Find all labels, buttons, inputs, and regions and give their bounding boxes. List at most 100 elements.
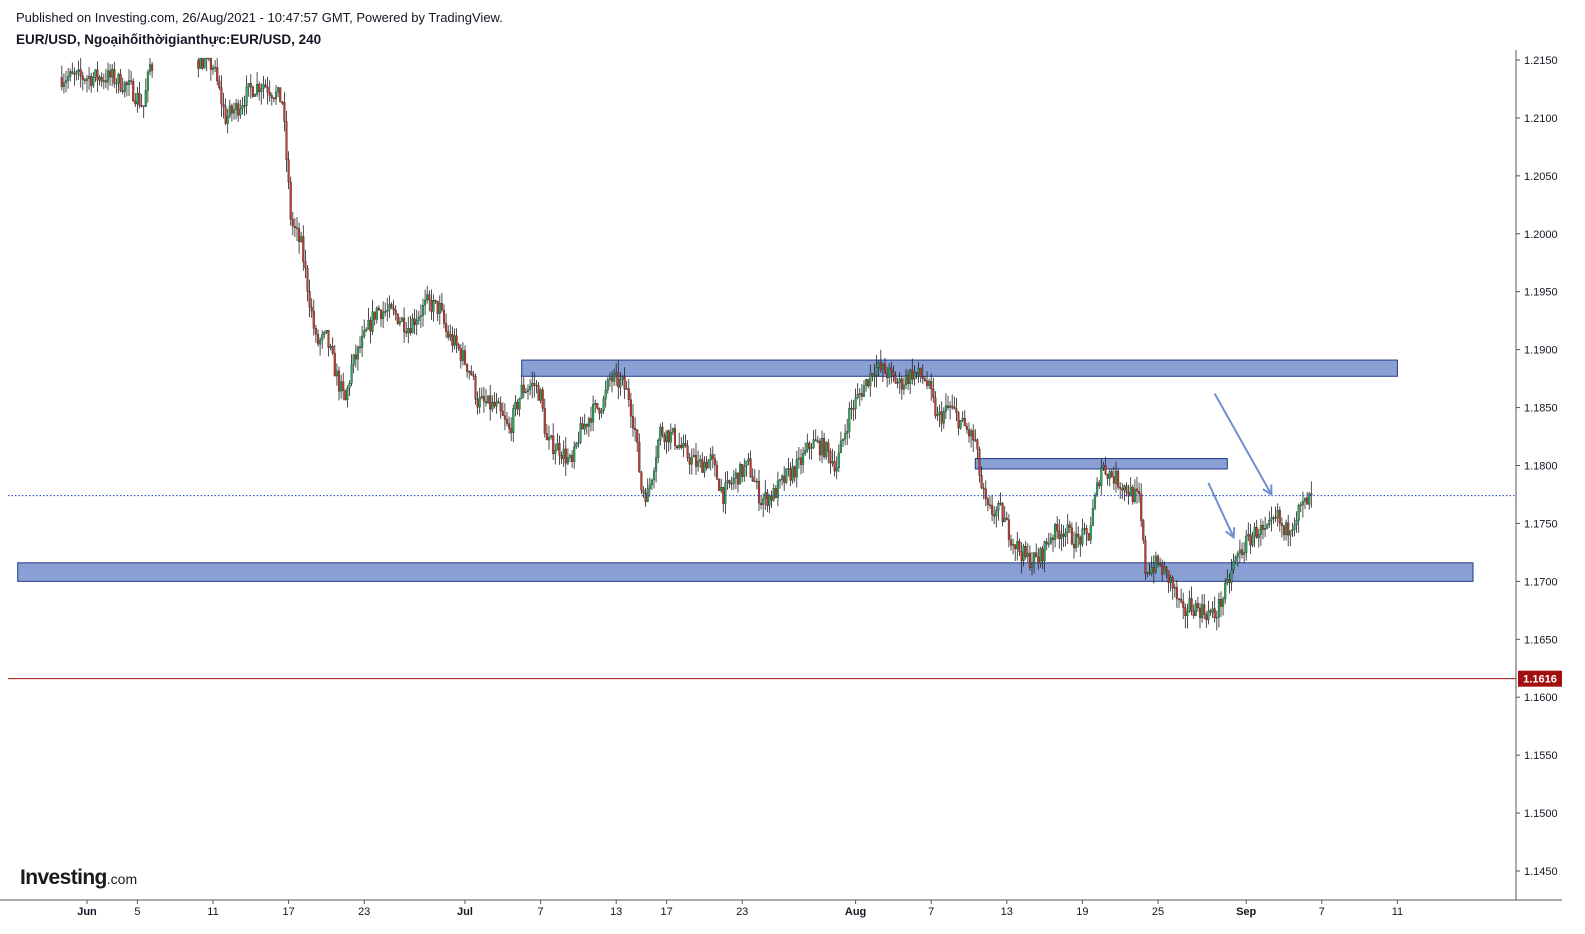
candle-body [526, 389, 530, 392]
candle-body [1152, 567, 1155, 573]
candle-body [833, 461, 836, 472]
candle-body [482, 396, 485, 402]
candle-body [109, 70, 112, 78]
candle-body [793, 466, 796, 478]
candle-body [778, 479, 782, 482]
candle-body [375, 307, 378, 320]
candle-body [426, 294, 429, 301]
candle-body [1180, 599, 1183, 602]
candle-body [298, 228, 301, 242]
candle-body [132, 81, 135, 102]
candle-body [1171, 577, 1174, 589]
candle-body [251, 86, 254, 97]
candle-body [718, 479, 721, 491]
candle-body [291, 219, 294, 227]
candle-body [686, 445, 689, 459]
candle-body [953, 406, 956, 409]
candle-body [1203, 604, 1206, 615]
candle-body [113, 69, 116, 84]
logo-suffix: .com [106, 871, 138, 887]
candle-body [1163, 566, 1166, 575]
candle-body [529, 386, 532, 390]
candle-body [115, 82, 118, 85]
candle-body [646, 488, 649, 502]
candle-body [226, 115, 229, 124]
candle-body [60, 77, 63, 87]
candle-body [709, 454, 712, 461]
candle-body [409, 328, 412, 334]
candle-body [955, 408, 958, 413]
candle-body [1093, 494, 1097, 509]
candle-body [1009, 539, 1013, 546]
x-tick-label: 11 [1392, 906, 1403, 918]
candle-body [617, 372, 620, 388]
candle-body [592, 404, 595, 423]
candle-body [262, 84, 265, 90]
candle-body [1072, 543, 1076, 549]
candle-body [837, 452, 840, 469]
y-tick-label: 1.1700 [1524, 576, 1558, 588]
candle-body [1240, 549, 1244, 555]
x-tick-label: 5 [134, 906, 140, 918]
candle-body [747, 458, 750, 462]
candle-body [1045, 541, 1048, 545]
candle-body [610, 377, 614, 382]
candle-body [1056, 524, 1059, 532]
candle-body [1108, 471, 1111, 479]
candle-body [1175, 586, 1178, 599]
candle-body [623, 376, 626, 390]
candle-body [1257, 534, 1260, 538]
candle-body [1276, 510, 1279, 518]
candle-body [846, 430, 849, 434]
candle-body [314, 328, 317, 335]
candle-body [957, 412, 960, 429]
candle-body [852, 408, 855, 410]
candle-body [587, 418, 590, 427]
candle-body [930, 381, 933, 390]
candle-body [319, 339, 322, 345]
candle-body [463, 350, 467, 365]
candle-body [562, 448, 565, 459]
candle-body [1280, 523, 1283, 526]
candle-body [1255, 527, 1258, 538]
candle-body [430, 300, 433, 312]
candle-body [100, 76, 103, 82]
candle-body [967, 429, 971, 437]
candle-body [648, 484, 651, 490]
candle-body [384, 311, 387, 313]
candle-body [804, 450, 807, 454]
candle-body [1161, 563, 1164, 575]
y-tick-label: 1.1750 [1524, 518, 1558, 530]
candle-body [1089, 525, 1092, 541]
candle-body [151, 64, 154, 71]
x-tick-label: Aug [845, 906, 866, 918]
candle-body [1243, 552, 1246, 555]
candle-body [736, 472, 740, 485]
candle-body [669, 432, 672, 443]
candle-body [820, 438, 824, 456]
y-tick-label: 1.1800 [1524, 461, 1558, 473]
candle-body [1121, 488, 1124, 491]
candle-body [1232, 561, 1235, 570]
candle-body [125, 82, 128, 85]
candle-body [680, 444, 683, 448]
candle-body [508, 423, 511, 429]
candle-body [1196, 603, 1199, 609]
candle-body [295, 227, 299, 229]
candle-body [812, 439, 815, 448]
candle-body [877, 362, 880, 368]
candle-body [531, 382, 534, 387]
candle-body [386, 310, 389, 312]
candle-body [724, 482, 727, 504]
price-line-badge [1518, 670, 1562, 687]
candle-body [1167, 570, 1170, 583]
candle-body [692, 454, 695, 458]
candle-body [823, 438, 826, 457]
candle-body [434, 300, 437, 302]
x-tick-label: Sep [1236, 906, 1256, 918]
candle-body [684, 443, 687, 446]
candle-body [1274, 517, 1277, 519]
candle-body [201, 57, 204, 69]
candle-body [946, 405, 950, 408]
